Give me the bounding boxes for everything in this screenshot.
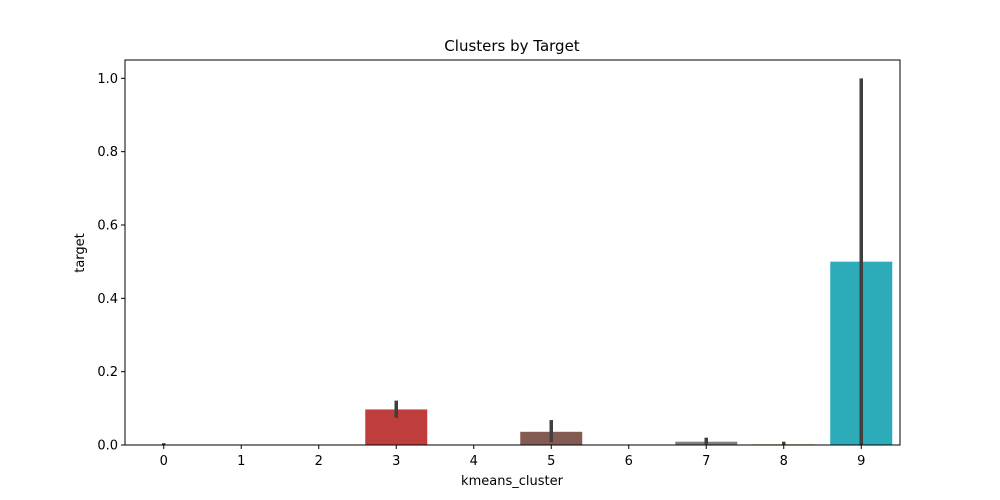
error-bars-group (162, 78, 863, 445)
x-axis-title: kmeans_cluster (461, 474, 564, 489)
x-tick-label-3: 3 (392, 454, 400, 469)
y-tick-label-0.0: 0.0 (97, 439, 118, 454)
chart-title: Clusters by Target (444, 37, 580, 55)
y-tick-label-1.0: 1.0 (97, 72, 118, 87)
x-tick-label-7: 7 (702, 454, 710, 469)
y-tick-label-0.8: 0.8 (97, 145, 118, 160)
x-tick-label-1: 1 (237, 454, 245, 469)
plot-frame (124, 59, 901, 446)
x-tick-label-6: 6 (625, 454, 633, 469)
x-tick-label-9: 9 (857, 454, 865, 469)
x-axis: 0 1 2 3 4 5 6 7 8 9 (160, 445, 865, 469)
x-tick-label-8: 8 (780, 454, 788, 469)
y-tick-label-0.2: 0.2 (97, 365, 118, 380)
x-tick-label-2: 2 (315, 454, 323, 469)
y-axis: 0.0 0.2 0.4 0.6 0.8 1.0 (97, 72, 125, 454)
x-tick-label-5: 5 (547, 454, 555, 469)
x-tick-label-4: 4 (470, 454, 478, 469)
y-axis-title: target (73, 233, 88, 273)
x-tick-label-0: 0 (160, 454, 168, 469)
y-tick-label-0.4: 0.4 (97, 292, 118, 307)
y-tick-label-0.6: 0.6 (97, 219, 118, 234)
bars-group (132, 261, 893, 445)
